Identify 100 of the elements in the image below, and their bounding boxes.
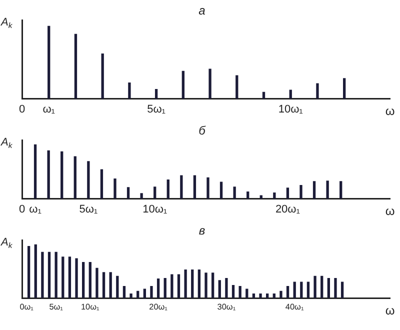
x-tick-label: 10ω₁ [80,302,100,312]
bar [252,294,256,298]
bar [68,256,72,298]
bar [236,75,238,99]
bar [218,280,221,298]
x-tick-label: 5ω₁ [147,103,166,116]
x-tick-label: ω₁ [29,203,42,216]
bar [225,278,228,298]
bar [266,294,269,298]
bar [191,269,194,298]
bar [156,278,160,298]
bar [208,68,212,99]
bar [306,282,310,298]
bar [177,274,180,298]
bar [48,26,50,99]
bar [280,290,282,298]
bar [140,193,143,199]
bar [54,252,58,298]
bar [312,181,316,199]
bar [122,286,126,298]
bar [41,252,44,298]
bar [27,246,30,298]
bar [87,161,90,199]
x-tick-label: 20ω₁ [275,203,300,216]
bar [238,286,242,298]
bar [259,294,262,298]
bar [74,34,78,99]
bar [206,177,210,199]
bar [116,276,119,298]
bar [166,180,170,199]
bar [150,286,153,298]
bar [130,294,132,298]
x-tick-label: 20ω₁ [149,302,168,312]
x-tick-label: 0 [18,103,26,116]
bar [233,186,236,199]
x-axis-title: ω [385,104,395,118]
bar [100,169,104,199]
x-tick-label: 10ω₁ [142,203,168,216]
bar [286,286,290,298]
x-tick-label: 5ω₁ [49,302,64,312]
bar [220,182,223,199]
bar [327,278,330,298]
x-tick-label: ω₁ [24,302,34,312]
x-axis-title: ω [385,204,395,218]
bar [114,178,116,199]
bar [164,278,166,298]
bar [128,82,131,99]
bar [320,276,324,298]
bar [198,269,201,298]
bar [75,258,78,298]
bar [62,256,64,298]
bar [182,70,184,99]
bar [293,282,296,298]
chart-title: а [198,4,206,18]
bar [34,244,37,298]
bar [326,180,329,199]
bar [34,144,37,199]
bar [300,282,303,298]
bar [204,272,208,298]
x-axis-title: ω [385,303,395,318]
bar [154,186,156,199]
chart-title: б [198,124,207,138]
bar [180,175,183,199]
bar [316,83,319,99]
bar [48,252,51,298]
bar [109,272,112,298]
bar [340,181,342,199]
bar [126,187,130,199]
bar [74,156,76,199]
bar [286,188,290,199]
x-tick-label: 0 [18,203,26,216]
bar [343,78,346,99]
x-tick-label: ω₁ [42,103,56,116]
bar [101,53,104,99]
x-tick-label: 40ω₁ [285,302,304,312]
bar [273,192,276,199]
bar [47,150,50,199]
bar [340,282,344,298]
bar [184,269,187,298]
bar [136,290,140,298]
bar [300,184,302,199]
x-tick-label: 0 [20,302,25,312]
bar [143,288,146,298]
bar [246,288,248,298]
bar [334,278,337,298]
bar [260,195,262,199]
bar [211,272,214,298]
bar [232,284,235,298]
bar [170,274,174,298]
bar [246,191,250,199]
bar [272,294,276,298]
bar [154,89,158,99]
x-tick-label: 30ω₁ [217,302,236,312]
x-tick-label: 5ω₁ [79,203,98,216]
bar [96,268,98,298]
chart-title: в [198,224,206,238]
bar [314,276,316,298]
x-tick-label: 10ω₁ [278,103,304,116]
bar [60,151,64,199]
bar [88,262,92,298]
